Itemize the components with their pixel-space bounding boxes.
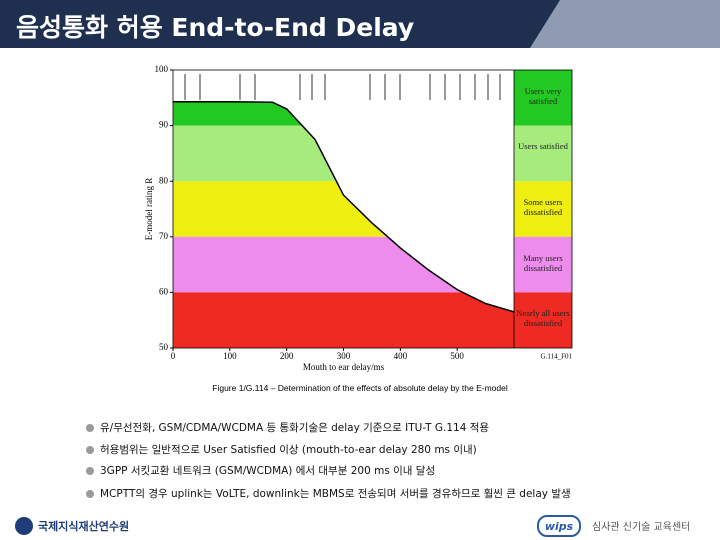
footer-logo: wips: [545, 520, 574, 533]
y-axis-label: E-model rating R: [144, 178, 154, 241]
bullet-text: MCPTT의 경우 uplink는 VoLTE, downlink는 MBMS로…: [100, 488, 571, 500]
x-tick-label: 500: [450, 351, 464, 361]
band-label: Nearly all users dissatisfied: [516, 308, 570, 329]
bullet-text: 3GPP 서킷교환 네트워크 (GSM/WCDMA) 에서 대부분 200 ms…: [100, 465, 436, 477]
x-tick-label: 200: [280, 351, 294, 361]
y-tick-label: 100: [155, 64, 169, 74]
footer: 국제지식재산연수원 wips 심사관 신기술 교육센터: [15, 515, 690, 537]
bullet-marker: [86, 446, 94, 454]
x-tick-label: 300: [337, 351, 351, 361]
band-label: Users satisfied: [518, 141, 568, 152]
rating-curve: [173, 100, 515, 313]
chart: 50 60 70 80 90 100 0 100 200 300 400 500 E-model rat…: [144, 64, 573, 372]
x-tick-label: 400: [394, 351, 408, 361]
x-axis-label: Mouth to ear delay/ms: [303, 362, 385, 372]
figure-caption: Figure 1/G.114 – Determination of the ef…: [212, 383, 508, 393]
x-tick-label: 0: [171, 351, 176, 361]
y-tick-label: 50: [159, 342, 169, 352]
bullet-marker: [86, 424, 94, 432]
plot-frame: [172, 69, 573, 349]
y-tick-label: 90: [159, 120, 169, 130]
bullet-marker: [86, 467, 94, 475]
y-tick-label: 80: [159, 175, 169, 185]
band-label: Many users dissatisfied: [523, 252, 563, 273]
bullet-marker: [86, 490, 94, 498]
band-label: Some users dissatisfied: [523, 197, 563, 217]
figure-id: G.114_F01: [541, 353, 573, 361]
slide-title: 음성통화 허용 End-to-End Delay: [16, 13, 415, 42]
x-tick-label: 100: [223, 351, 237, 361]
footer-right: 심사관 신기술 교육센터: [592, 521, 690, 533]
y-tick-label: 70: [159, 231, 169, 241]
y-tick-label: 60: [159, 286, 169, 296]
bullet-text: 유/무선전화, GSM/CDMA/WCDMA 등 통화기술은 delay 기준으…: [100, 422, 490, 434]
title-bar: [0, 0, 720, 48]
footer-left: 국제지식재산연수원: [38, 519, 129, 533]
curve-cover: [173, 70, 514, 312]
band-label: Users very satisfied: [524, 85, 562, 106]
bullet-text: 허용범위는 일반적으로 User Satisfied 이상 (mouth-to-…: [100, 444, 477, 456]
